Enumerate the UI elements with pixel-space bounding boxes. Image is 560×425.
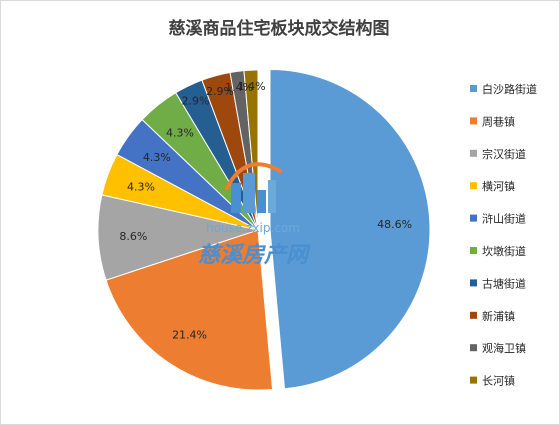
- pie-slice-宗汉街道: [97, 194, 260, 281]
- slice-label-宗汉街道: 8.6%: [119, 230, 147, 243]
- slice-label-浒山街道: 4.3%: [143, 151, 171, 164]
- slice-label-周巷镇: 21.4%: [172, 328, 207, 341]
- slice-label-坎墩街道: 4.3%: [166, 127, 194, 140]
- building-logo-icon: [224, 162, 284, 213]
- legend-label-宗汉街道: 宗汉街道: [482, 147, 526, 161]
- legend-swatch-浒山街道: [470, 214, 477, 222]
- legend-label-白沙路街道: 白沙路街道: [482, 82, 537, 96]
- watermark: house.zxip.com 慈溪房产网: [198, 162, 311, 268]
- legend-label-观海卫镇: 观海卫镇: [482, 341, 526, 355]
- legend-label-周巷镇: 周巷镇: [482, 114, 515, 128]
- legend-swatch-新浦镇: [470, 311, 477, 319]
- slice-label-古塘街道: 2.9%: [182, 94, 210, 107]
- legend-label-坎墩街道: 坎墩街道: [482, 244, 526, 258]
- legend-label-古塘街道: 古塘街道: [482, 276, 526, 290]
- legend-label-长河镇: 长河镇: [482, 374, 515, 388]
- slice-label-观海卫镇: 1.4%: [225, 81, 253, 94]
- slice-label-新浦镇: 2.9%: [206, 85, 234, 98]
- legend-label-新浦镇: 新浦镇: [482, 309, 515, 323]
- legend-swatch-横河镇: [470, 182, 477, 190]
- slice-label-长河镇: 1.4%: [238, 80, 266, 93]
- slice-labels: 48.6%21.4%8.6%4.3%4.3%4.3%2.9%2.9%1.4%1.…: [119, 80, 412, 341]
- legend-swatch-观海卫镇: [470, 344, 477, 352]
- legend-swatch-坎墩街道: [470, 247, 477, 254]
- slice-label-横河镇: 4.3%: [127, 180, 155, 193]
- legend-swatch-宗汉街道: [470, 149, 477, 157]
- pie-slice-周巷镇: [105, 229, 274, 391]
- slice-label-白沙路街道: 48.6%: [377, 218, 412, 231]
- legend-swatch-古塘街道: [470, 279, 477, 287]
- legend-label-浒山街道: 浒山街道: [482, 212, 526, 226]
- pie-slice-白沙路街道: [269, 68, 431, 390]
- legend-label-横河镇: 横河镇: [482, 179, 515, 193]
- legend-swatch-白沙路街道: [470, 85, 477, 92]
- legend-swatch-周巷镇: [470, 117, 477, 125]
- watermark-url: house.zxip.com: [206, 221, 300, 235]
- watermark-name: 慈溪房产网: [198, 242, 311, 268]
- chart-title: 慈溪商品住宅板块成交结构图: [168, 19, 390, 39]
- legend-swatch-长河镇: [470, 376, 477, 384]
